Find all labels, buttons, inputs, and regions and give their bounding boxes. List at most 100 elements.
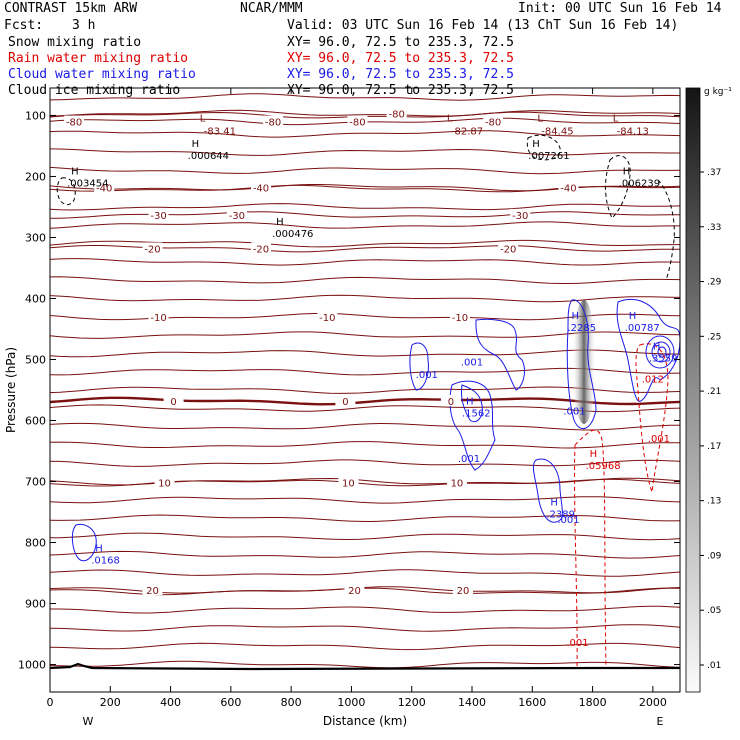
isotherm-line — [50, 532, 680, 541]
x-tick-label: 800 — [281, 696, 302, 709]
rain-water-contour — [635, 343, 669, 493]
low-marker-symbol: L — [447, 113, 453, 124]
colorbar-label: .01 — [707, 661, 721, 671]
field-contour-label: .001 — [461, 358, 483, 369]
isotherm-label: -10 — [452, 313, 468, 324]
isotherm-label: 20 — [457, 586, 470, 597]
isotherm-label: -20 — [144, 244, 160, 255]
isotherm-label-bg — [154, 476, 175, 488]
isotherm-label-bg — [163, 394, 184, 406]
isotherm-line — [50, 148, 680, 156]
terrain-line — [50, 662, 680, 671]
colorbar-label: .05 — [707, 606, 721, 616]
high-marker-value: .003454 — [67, 178, 108, 189]
colorbar-scale — [685, 87, 701, 693]
isotherm-label-bg — [558, 181, 579, 193]
field-name-rain: Rain water mixing ratio — [8, 51, 188, 66]
isotherm-label: -30 — [512, 211, 528, 222]
isotherm-label-bg — [483, 115, 504, 127]
isotherm-line — [50, 203, 680, 211]
isotherm-line — [50, 276, 680, 284]
high-marker-symbol: H — [71, 166, 79, 177]
isotherm-label: 20 — [146, 586, 159, 597]
high-marker-symbol: H — [653, 342, 661, 353]
high-marker-value: .2389 — [546, 510, 575, 521]
high-marker-value: .3559 — [649, 354, 678, 365]
high-marker-symbol: H — [623, 166, 631, 177]
isotherm-label: -80 — [388, 110, 404, 121]
valid-time: Valid: 03 UTC Sun 16 Feb 14 (13 ChT Sun … — [287, 18, 678, 33]
temperature-labels: -80 -80 -80 -80 -80 -40 -40 -40 -30 -30 -30 -20 -20 -… — [64, 107, 579, 597]
isotherm-label-bg — [440, 394, 461, 406]
plot-area: -80 -80 -80 -80 -80 -40 -40 -40 -30 -30 -30 -20 -20 -… — [50, 93, 680, 671]
x-tick-label: 0 — [47, 696, 54, 709]
isotherm-label-bg — [148, 208, 169, 220]
high-marker-symbol: H — [192, 139, 200, 150]
isotherm-label: -80 — [485, 118, 501, 129]
x-axis-label: Distance (km) — [323, 714, 407, 728]
snow-shade-core — [572, 300, 596, 424]
isotherm-label: -80 — [349, 118, 365, 129]
isotherm-label-bg — [347, 115, 368, 127]
high-marker-symbol: H — [276, 217, 284, 228]
isotherm-line — [50, 239, 680, 248]
colorbar-unit: g kg⁻¹ — [704, 87, 732, 97]
isotherm-line — [50, 130, 680, 138]
isotherm-label: -10 — [319, 313, 335, 324]
low-marker-symbol: L — [200, 113, 206, 124]
isotherm-label: -80 — [66, 118, 82, 129]
isotherm-line — [50, 496, 680, 504]
cloud-ice-contours — [56, 134, 675, 281]
isotherm-label-bg — [386, 107, 407, 119]
high-marker-value: .000476 — [272, 229, 313, 240]
field-contour-label: .012 — [642, 375, 664, 386]
cloud-water-contour — [657, 346, 667, 358]
isotherm-label-bg — [452, 584, 473, 596]
colorbar-label: .37 — [707, 168, 721, 178]
model-title: CONTRAST 15km ARW — [4, 1, 137, 16]
high-marker-symbol: H — [571, 311, 579, 322]
high-marker-symbol: H — [532, 139, 540, 150]
isotherm-line — [50, 624, 680, 632]
cloud-water-contour — [461, 384, 483, 423]
isotherm-label: 0 — [448, 397, 454, 408]
x-tick-label: 2000 — [639, 696, 667, 709]
isotherm-label-bg — [498, 242, 519, 254]
cloud-ice-contour — [605, 155, 631, 219]
high-marker-symbol: H — [590, 449, 598, 460]
colorbar-label: .09 — [707, 551, 722, 561]
isotherm-label: 10 — [342, 479, 355, 490]
high-marker-value: .006239 — [619, 178, 660, 189]
isotherm-label: 10 — [158, 479, 171, 490]
field-xy-cloud-water: XY= 96.0, 72.5 to 235.3, 72.5 — [287, 67, 514, 82]
y-tick-label: 900 — [25, 598, 46, 611]
isotherm-label: -40 — [560, 183, 576, 194]
y-tick-label: 700 — [25, 476, 46, 489]
isotherm-line — [50, 569, 680, 577]
isotherm-label-bg — [251, 181, 272, 193]
colorbar-label: .17 — [707, 442, 721, 452]
extrema-markers: L-83.41L-82.87L-84.45L-84.13H.000644H.00… — [67, 113, 677, 566]
cloud-water-contour — [645, 335, 675, 369]
colorbar-label: .21 — [707, 387, 721, 397]
field-name-cloud-ice: Cloud ice mixing ratio — [8, 83, 180, 98]
isotherm-line — [50, 93, 680, 101]
isotherm-line — [50, 422, 680, 431]
high-marker-value: .05968 — [586, 461, 621, 472]
rain-water-contours — [574, 343, 669, 669]
low-marker-value: -83.41 — [204, 126, 236, 137]
isotherm-label-bg — [510, 208, 531, 220]
cloud-water-contour — [532, 458, 563, 523]
cloud-water-contour — [651, 341, 671, 363]
isotherm-label-bg — [335, 394, 356, 406]
cloud-ice-contour — [56, 177, 76, 206]
low-marker-symbol: L — [613, 113, 619, 124]
isotherm-line — [50, 109, 680, 117]
fcst-label: Fcst: — [4, 18, 43, 33]
cloud-water-contour — [71, 523, 97, 562]
y-tick-label: 200 — [25, 170, 46, 183]
high-marker-value: .2285 — [567, 323, 596, 334]
high-marker-value: .1562 — [462, 408, 491, 419]
isotherm-label-bg — [344, 584, 365, 596]
